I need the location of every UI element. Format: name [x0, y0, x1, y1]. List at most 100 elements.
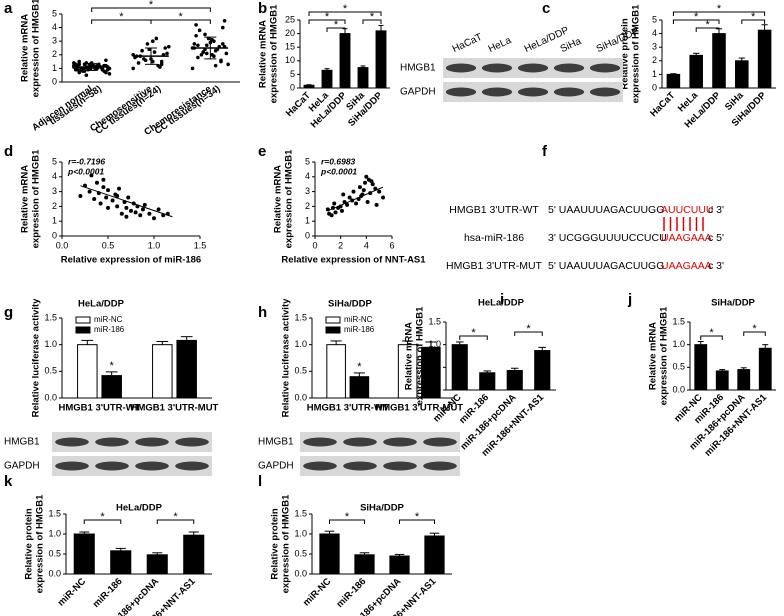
- significance-label: *: [345, 511, 350, 523]
- panel-letter: c: [542, 0, 550, 17]
- data-point: [347, 195, 352, 200]
- y-tick-label: 0.5: [44, 366, 57, 376]
- data-point: [80, 69, 85, 73]
- bar: [389, 555, 410, 575]
- legend-swatch: [75, 316, 91, 324]
- chart-title: HeLa/DDP: [116, 503, 163, 514]
- x-tick-label: 1.0: [148, 240, 161, 250]
- significance-label: *: [149, 0, 154, 11]
- bar: [183, 534, 205, 575]
- legend-label: miR-186: [94, 325, 125, 334]
- significance-bracket: [308, 19, 346, 24]
- data-point: [199, 53, 204, 57]
- data-point: [357, 185, 362, 190]
- y-tick-label: 0: [305, 230, 310, 240]
- sequence: 5' UAAUUUAGACUUGG: [548, 204, 664, 216]
- y-tick-label: 1.0: [44, 339, 57, 349]
- y-tick-label: 0.0: [294, 392, 307, 402]
- y-tick-label: 0: [52, 76, 57, 86]
- data-point: [220, 42, 225, 46]
- bar: [715, 370, 729, 391]
- significance-label: *: [526, 323, 531, 335]
- significance-bracket: [308, 11, 382, 16]
- y-tick-label: 0.5: [294, 548, 307, 558]
- legend-label: miR-NC: [94, 315, 123, 324]
- data-point: [196, 43, 200, 48]
- significance-bracket: [329, 519, 365, 524]
- data-point: [94, 180, 99, 185]
- chart-title: HeLa/DDP: [78, 299, 125, 310]
- data-point: [156, 207, 161, 212]
- panel-letter: g: [4, 304, 13, 321]
- chart-title: SiHa/DDP: [328, 299, 372, 310]
- blot-band: [303, 461, 337, 471]
- sequence-name: hsa-miR-186: [464, 232, 524, 244]
- significance-bracket: [700, 335, 723, 340]
- x-tick-label: HMGB1 3'UTR-MUT: [375, 403, 463, 414]
- significance-bracket: [91, 7, 211, 12]
- y-tick-label: 2: [652, 55, 657, 65]
- y-axis-label: expression of HMGB1: [269, 4, 280, 103]
- significance-bracket: [399, 519, 435, 524]
- data-point: [145, 42, 150, 46]
- y-tick-label: 1: [52, 216, 57, 226]
- data-point: [369, 179, 374, 184]
- legend-label: miR-NC: [344, 315, 373, 324]
- y-axis-label: expression of HMGB1: [281, 494, 292, 593]
- blot-band: [55, 437, 89, 447]
- bar: [73, 533, 95, 575]
- blot-band: [589, 63, 621, 73]
- data-point: [363, 180, 368, 185]
- significance-bracket: [326, 27, 346, 32]
- y-tick-label: 5: [652, 14, 657, 24]
- y-tick-label: 15: [285, 42, 295, 52]
- data-point: [197, 28, 202, 33]
- legend-swatch: [325, 326, 341, 334]
- y-tick-label: 0: [290, 82, 295, 92]
- y-tick-label: 1.0: [672, 339, 685, 349]
- significance-label: *: [110, 360, 115, 372]
- data-point: [140, 48, 144, 53]
- data-point: [167, 44, 171, 49]
- blot-row-label: GAPDH: [400, 87, 436, 98]
- y-tick-label: 5: [52, 156, 57, 166]
- panel-letter: i: [500, 291, 504, 308]
- chart-title: SiHa/DDP: [711, 298, 755, 309]
- blot-band: [589, 87, 621, 97]
- bar: [479, 372, 496, 391]
- bar: [101, 375, 122, 399]
- y-tick-label: 1.5: [44, 312, 57, 322]
- data-point: [143, 58, 148, 63]
- data-point: [92, 197, 97, 201]
- significance-bracket: [362, 19, 382, 24]
- data-point: [110, 198, 115, 203]
- sequence-end: c 3': [708, 260, 724, 272]
- bar: [534, 350, 551, 391]
- y-axis-label: expression of HMGB1: [31, 149, 42, 248]
- significance-label: *: [751, 11, 756, 23]
- bar: [666, 73, 681, 89]
- y-tick-label: 4: [305, 171, 310, 181]
- data-point: [361, 188, 366, 193]
- blot-band: [553, 87, 585, 97]
- y-axis-label: Relative mRNA: [20, 165, 31, 233]
- blot-band: [55, 461, 89, 471]
- data-point: [131, 66, 135, 71]
- data-point: [190, 66, 195, 71]
- bar: [375, 30, 387, 89]
- binding-site: UAAGAAA: [661, 232, 712, 244]
- data-point: [101, 185, 106, 190]
- lane-label: HeLa: [487, 35, 514, 55]
- sequence-end: c 5': [708, 232, 724, 244]
- y-tick-label: 3: [652, 42, 657, 52]
- bar: [303, 84, 315, 89]
- significance-bracket: [672, 19, 720, 24]
- panel-letter: h: [258, 304, 267, 321]
- blot-band: [175, 437, 209, 447]
- significance-label: *: [471, 327, 476, 339]
- blot-band: [481, 87, 513, 97]
- chart-title: SiHa/DDP: [360, 503, 404, 514]
- significance-label: *: [752, 323, 757, 335]
- significance-label: *: [370, 11, 375, 23]
- data-point: [224, 51, 229, 56]
